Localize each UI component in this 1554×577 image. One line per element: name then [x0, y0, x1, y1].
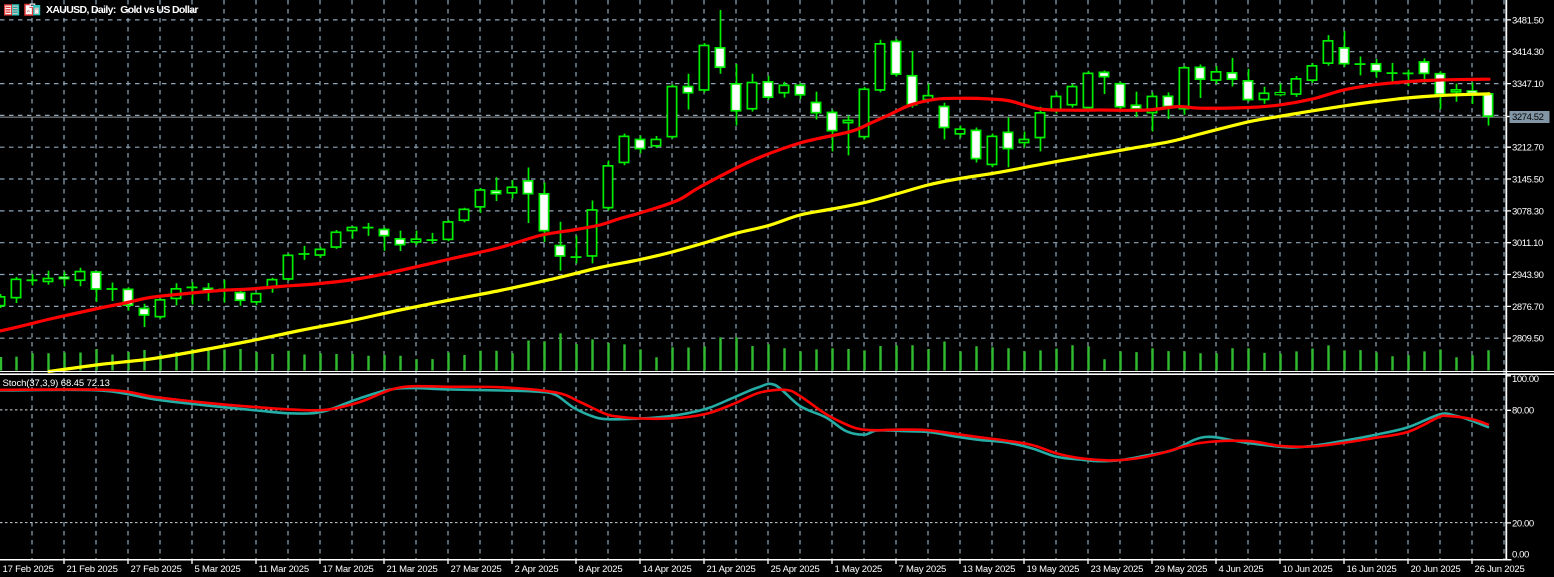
svg-text:29 May 2025: 29 May 2025 — [1155, 564, 1208, 575]
svg-text:3078.30: 3078.30 — [1512, 206, 1544, 217]
svg-text:2943.90: 2943.90 — [1512, 270, 1544, 281]
svg-text:17 Feb 2025: 17 Feb 2025 — [3, 564, 54, 575]
svg-text:0.00: 0.00 — [1512, 550, 1529, 561]
svg-text:21 Apr 2025: 21 Apr 2025 — [707, 564, 756, 575]
svg-text:3481.50: 3481.50 — [1512, 15, 1544, 26]
svg-text:100.00: 100.00 — [1512, 374, 1539, 385]
svg-text:3274.52: 3274.52 — [1512, 112, 1544, 123]
svg-text:3414.30: 3414.30 — [1512, 47, 1544, 58]
svg-text:19 May 2025: 19 May 2025 — [1027, 564, 1080, 575]
svg-text:25 Apr 2025: 25 Apr 2025 — [771, 564, 820, 575]
svg-text:5 Mar 2025: 5 Mar 2025 — [195, 564, 241, 575]
svg-text:17 Mar 2025: 17 Mar 2025 — [323, 564, 374, 575]
svg-text:2809.50: 2809.50 — [1512, 334, 1544, 345]
svg-text:20.00: 20.00 — [1512, 518, 1534, 529]
svg-text:80.00: 80.00 — [1512, 406, 1534, 417]
svg-text:4 Jun 2025: 4 Jun 2025 — [1219, 564, 1264, 575]
svg-text:3212.70: 3212.70 — [1512, 143, 1544, 154]
svg-text:13 May 2025: 13 May 2025 — [963, 564, 1016, 575]
svg-text:21 Feb 2025: 21 Feb 2025 — [67, 564, 118, 575]
svg-text:8 Apr 2025: 8 Apr 2025 — [579, 564, 623, 575]
svg-text:2 Apr 2025: 2 Apr 2025 — [515, 564, 559, 575]
svg-text:10 Jun 2025: 10 Jun 2025 — [1283, 564, 1333, 575]
svg-text:Stoch(37,3,9) 68.45 72.13: Stoch(37,3,9) 68.45 72.13 — [3, 378, 110, 389]
svg-text:3145.50: 3145.50 — [1512, 174, 1544, 185]
svg-text:27 Mar 2025: 27 Mar 2025 — [451, 564, 502, 575]
svg-text:27 Feb 2025: 27 Feb 2025 — [131, 564, 182, 575]
svg-text:XAUUSD, Daily: Gold vs US Dol: XAUUSD, Daily: Gold vs US Dollar — [46, 4, 198, 16]
svg-text:20 Jun 2025: 20 Jun 2025 — [1411, 564, 1461, 575]
svg-text:2876.70: 2876.70 — [1512, 302, 1544, 313]
svg-text:1 May 2025: 1 May 2025 — [835, 564, 883, 575]
svg-text:7 May 2025: 7 May 2025 — [899, 564, 947, 575]
svg-text:23 May 2025: 23 May 2025 — [1091, 564, 1144, 575]
svg-text:16 Jun 2025: 16 Jun 2025 — [1347, 564, 1397, 575]
svg-text:11 Mar 2025: 11 Mar 2025 — [259, 564, 309, 575]
svg-text:3347.10: 3347.10 — [1512, 79, 1544, 90]
svg-text:21 Mar 2025: 21 Mar 2025 — [387, 564, 438, 575]
svg-text:14 Apr 2025: 14 Apr 2025 — [643, 564, 692, 575]
svg-text:3011.10: 3011.10 — [1512, 238, 1543, 249]
svg-text:26 Jun 2025: 26 Jun 2025 — [1475, 564, 1525, 575]
